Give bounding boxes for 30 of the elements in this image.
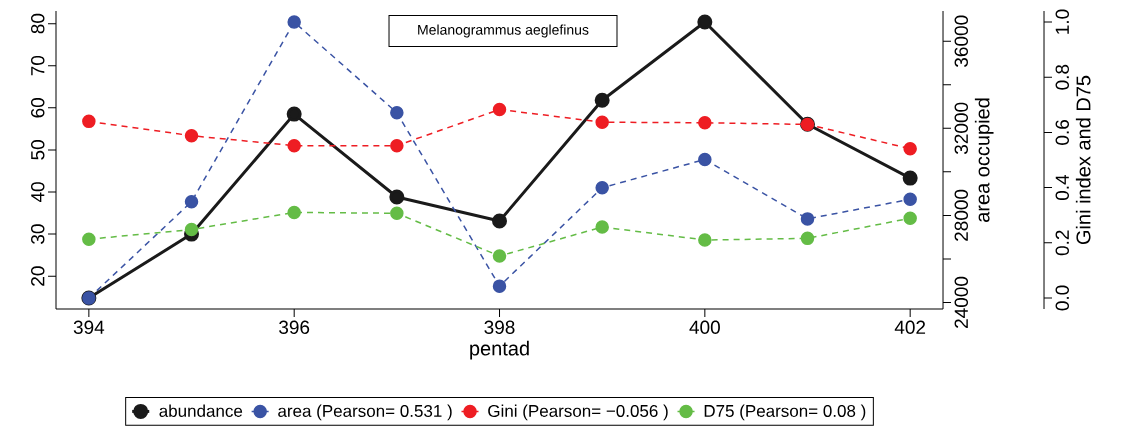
y-tick-label: 50 xyxy=(31,140,45,160)
y3-tick-label: 0.8 xyxy=(1055,64,1069,90)
x-tick-label: 394 xyxy=(73,320,105,334)
x-tick-label: 402 xyxy=(894,320,926,334)
y-tick-label: 20 xyxy=(31,266,45,286)
text: Melanogrammus aeglefinus xyxy=(418,24,589,38)
y3-tick-label: 0.2 xyxy=(1055,230,1069,256)
x-tick-label: 400 xyxy=(689,320,720,334)
legend-label: Gini (Pearson= −0.056 ) xyxy=(488,404,668,421)
y3-tick-label: 0.6 xyxy=(1055,120,1069,145)
y2-tick-label: 24000 xyxy=(954,276,969,328)
x-axis-title: pentad xyxy=(470,340,529,360)
y3-tick-label: 0.4 xyxy=(1055,174,1069,201)
y-tick-label: 30 xyxy=(31,224,45,244)
y2-tick-label: 28000 xyxy=(954,189,969,241)
y3-tick-label: 0.0 xyxy=(1055,285,1069,311)
legend-label: D75 (Pearson= 0.08 ) xyxy=(704,404,866,421)
y-tick-label: 60 xyxy=(31,97,45,118)
y-tick-label: 70 xyxy=(31,55,45,76)
y2-tick-label: 36000 xyxy=(954,15,969,67)
y3-tick-label: 1.0 xyxy=(1055,9,1069,34)
x-tick-label: 398 xyxy=(484,320,515,334)
x-tick-label: 396 xyxy=(279,320,310,334)
y3-axis-title: Gini index and D75 xyxy=(1075,75,1091,245)
legend-label: abundance xyxy=(159,404,243,417)
y-tick-label: 40 xyxy=(31,182,45,203)
y2-axis-title: area occupied xyxy=(974,98,994,222)
y2-tick-label: 32000 xyxy=(954,102,969,155)
y-tick-label: 80 xyxy=(31,13,45,34)
legend-label: area (Pearson= 0.531 ) xyxy=(278,404,452,421)
